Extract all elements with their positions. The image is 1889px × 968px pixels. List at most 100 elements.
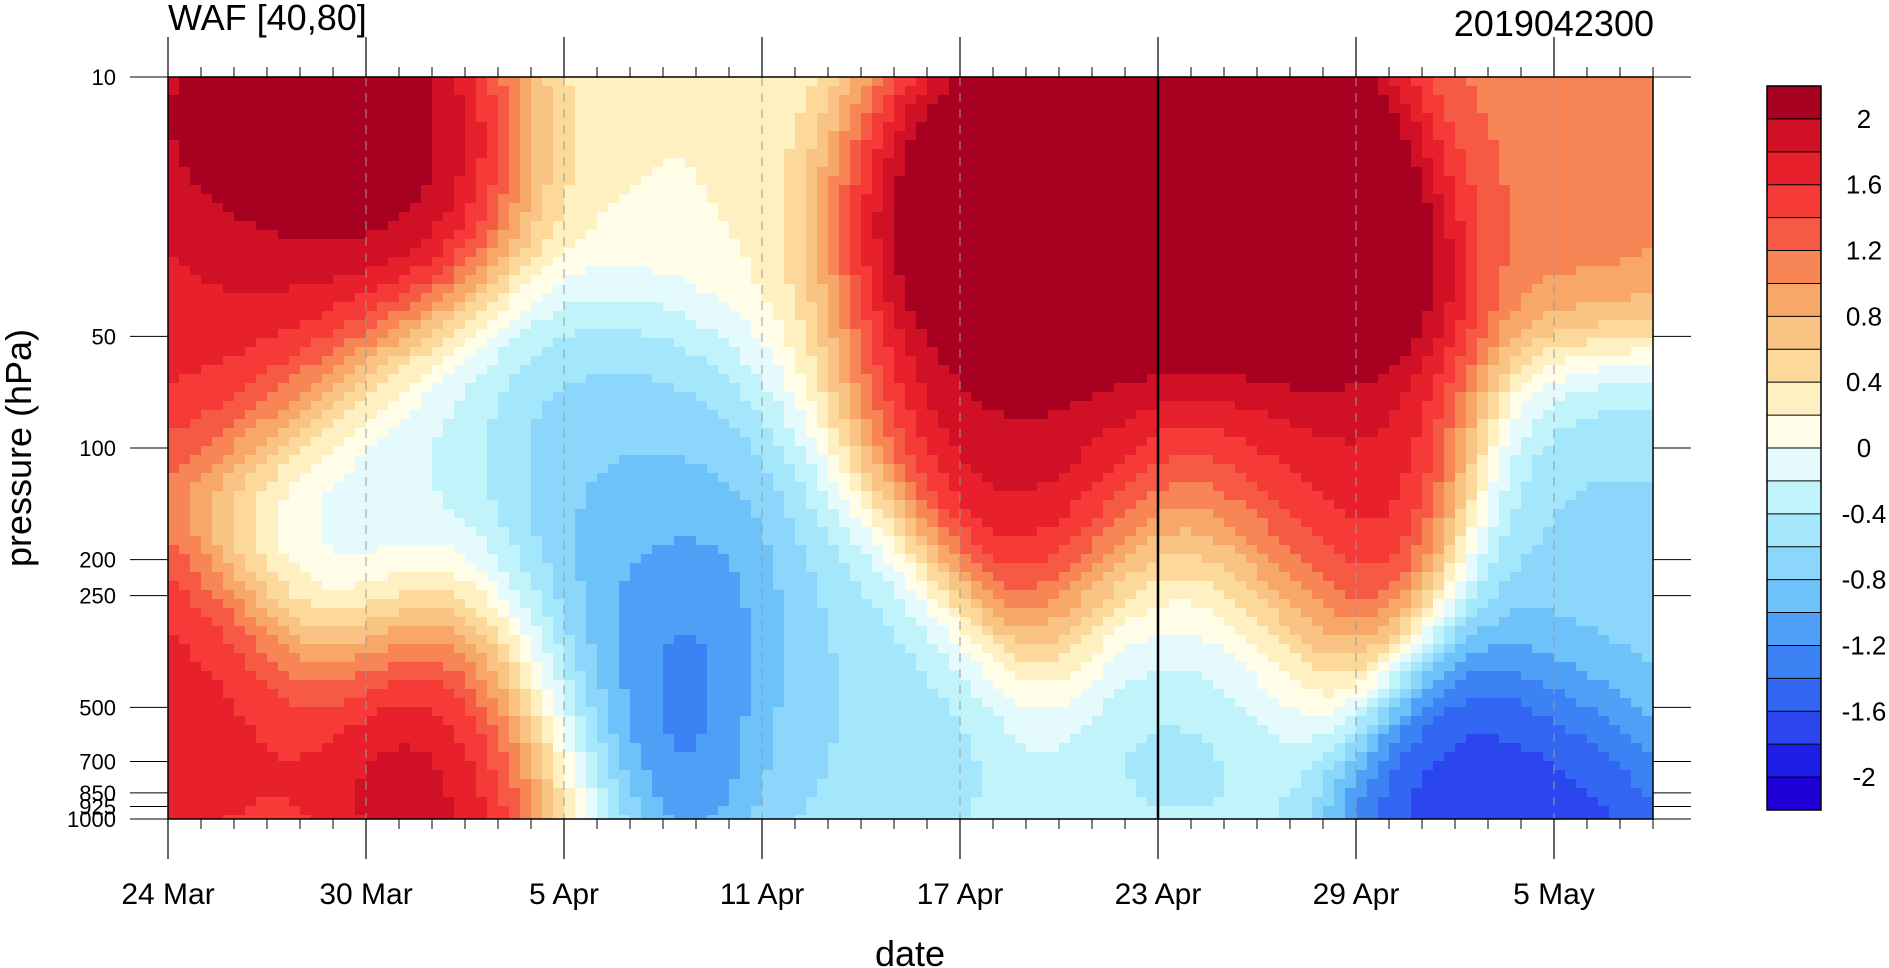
contour-cell [795, 752, 807, 762]
contour-cell [817, 707, 829, 717]
contour-cell [641, 743, 653, 753]
contour-cell [322, 536, 334, 546]
contour-cell [179, 374, 191, 384]
contour-cell [476, 77, 488, 87]
contour-cell [344, 122, 356, 132]
contour-cell [509, 509, 521, 519]
contour-cell [366, 752, 378, 762]
contour-cell [179, 635, 191, 645]
contour-cell [762, 284, 774, 294]
contour-cell [773, 86, 785, 96]
contour-cell [333, 653, 345, 663]
contour-cell [619, 167, 631, 177]
contour-cell [344, 419, 356, 429]
contour-cell [641, 797, 653, 807]
contour-cell [619, 140, 631, 150]
contour-cell [300, 455, 312, 465]
contour-cell [553, 806, 565, 816]
contour-cell [520, 275, 532, 285]
contour-cell [487, 491, 499, 501]
contour-cell [619, 734, 631, 744]
contour-cell [234, 644, 246, 654]
contour-cell [729, 347, 741, 357]
contour-cell [652, 248, 664, 258]
contour-cell [278, 122, 290, 132]
contour-cell [564, 590, 576, 600]
contour-cell [652, 383, 664, 393]
contour-cell [619, 86, 631, 96]
contour-cell [432, 194, 444, 204]
contour-cell [476, 743, 488, 753]
contour-cell [179, 536, 191, 546]
contour-cell [828, 185, 840, 195]
contour-cell [729, 815, 741, 819]
contour-cell [696, 302, 708, 312]
contour-cell [619, 590, 631, 600]
contour-cell [223, 410, 235, 420]
contour-cell [685, 365, 697, 375]
contour-cell [806, 500, 818, 510]
contour-cell [201, 734, 213, 744]
contour-cell [608, 680, 620, 690]
contour-cell [718, 365, 730, 375]
contour-cell [454, 806, 466, 816]
contour-cell [487, 455, 499, 465]
contour-cell [641, 509, 653, 519]
contour-cell [322, 86, 334, 96]
contour-cell [630, 788, 642, 798]
contour-cell [762, 320, 774, 330]
contour-cell [465, 212, 477, 222]
contour-cell [707, 185, 719, 195]
contour-cell [289, 203, 301, 213]
contour-cell [575, 572, 587, 582]
contour-cell [399, 815, 411, 819]
contour-cell [564, 374, 576, 384]
contour-cell [465, 401, 477, 411]
contour-cell [201, 257, 213, 267]
contour-cell [619, 338, 631, 348]
contour-cell [707, 293, 719, 303]
contour-cell [498, 815, 510, 819]
contour-cell [421, 311, 433, 321]
contour-cell [531, 194, 543, 204]
contour-cell [223, 653, 235, 663]
contour-cell [465, 149, 477, 159]
contour-cell [432, 392, 444, 402]
contour-cell [608, 311, 620, 321]
contour-cell [333, 203, 345, 213]
contour-cell [245, 518, 257, 528]
contour-cell [300, 203, 312, 213]
contour-cell [751, 563, 763, 573]
contour-cell [509, 437, 521, 447]
contour-cell [817, 212, 829, 222]
contour-cell [806, 779, 818, 789]
contour-cell [586, 428, 598, 438]
contour-cell [388, 707, 400, 717]
contour-cell [663, 149, 675, 159]
contour-cell [344, 140, 356, 150]
contour-cell [663, 329, 675, 339]
contour-cell [388, 437, 400, 447]
contour-cell [674, 194, 686, 204]
contour-cell [575, 608, 587, 618]
contour-cell [432, 482, 444, 492]
contour-cell [498, 356, 510, 366]
contour-cell [410, 122, 422, 132]
contour-cell [333, 437, 345, 447]
contour-cell [806, 680, 818, 690]
contour-cell [509, 671, 521, 681]
contour-cell [553, 329, 565, 339]
contour-cell [289, 671, 301, 681]
contour-cell [443, 248, 455, 258]
contour-cell [751, 329, 763, 339]
contour-cell [718, 212, 730, 222]
contour-cell [674, 590, 686, 600]
contour-cell [388, 671, 400, 681]
contour-cell [267, 581, 279, 591]
contour-cell [729, 770, 741, 780]
contour-cell [355, 545, 367, 555]
contour-cell [399, 419, 411, 429]
contour-cell [773, 707, 785, 717]
contour-cell [465, 635, 477, 645]
contour-cell [498, 734, 510, 744]
